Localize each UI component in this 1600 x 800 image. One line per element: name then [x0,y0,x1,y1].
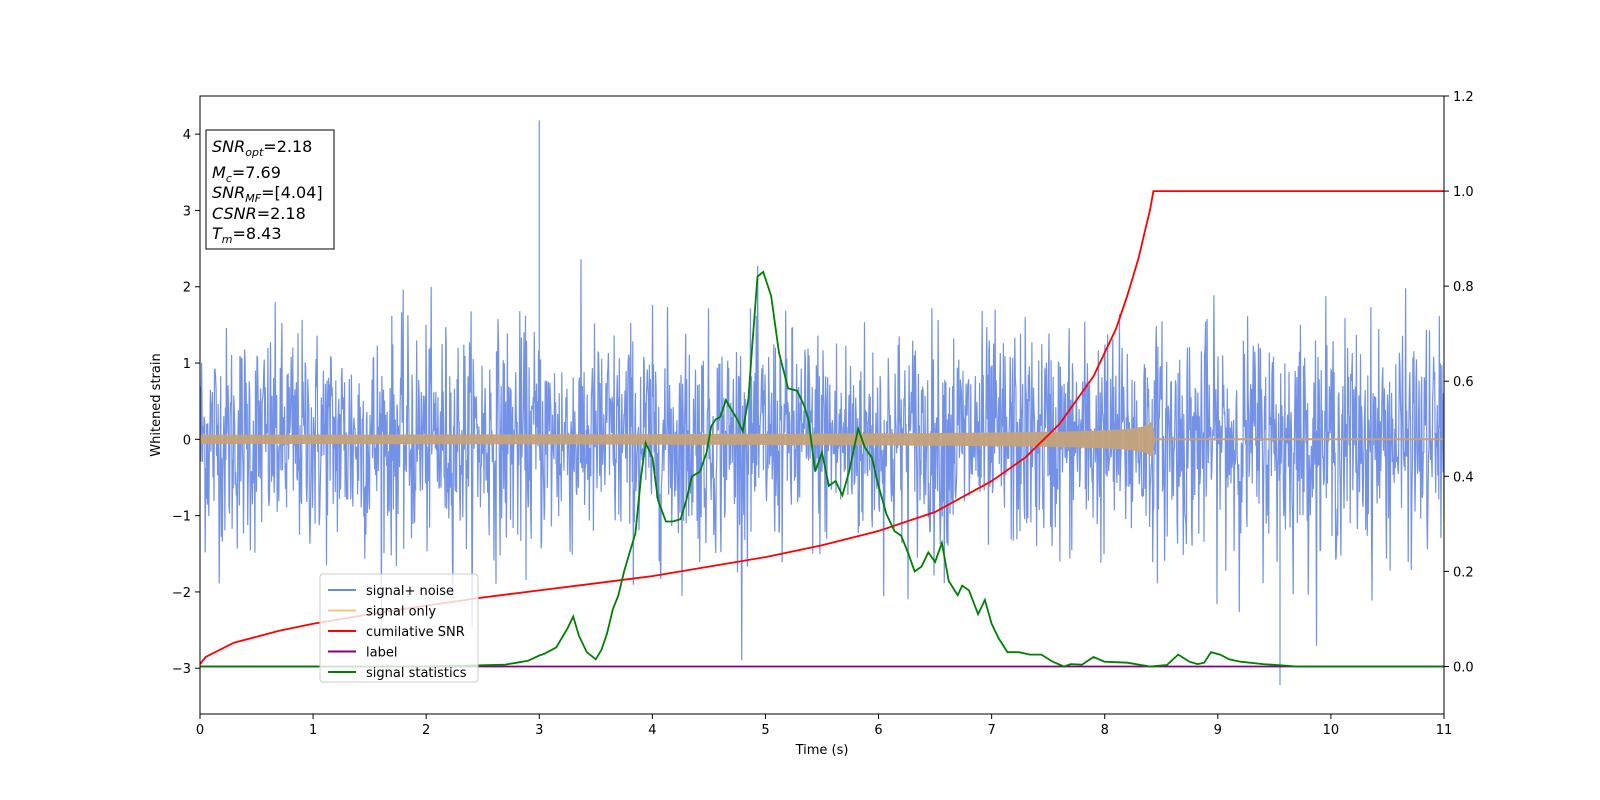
y2-tick-label: 1.0 [1453,185,1474,200]
signal-statistics-line [200,270,1444,668]
y2-tick-label: 0.8 [1453,280,1474,295]
legend-label: signal statistics [366,666,467,681]
signal-only-envelope [200,421,1444,458]
x-tick-label: 8 [1101,723,1109,738]
legend-label: signal only [366,605,436,620]
y-tick-label: 2 [183,281,191,296]
y-tick-label: 1 [183,357,191,372]
x-tick-label: 10 [1323,723,1340,738]
x-tick-label: 5 [761,723,769,738]
x-tick-label: 7 [987,723,995,738]
x-tick-label: 9 [1214,723,1222,738]
info-mc: Mc=7.69 [212,163,281,185]
y-tick-label: 3 [183,204,191,219]
x-tick-label: 6 [874,723,882,738]
x-tick-label: 4 [648,723,656,738]
y2-tick-label: 0.2 [1453,565,1474,580]
y2-tick-label: 0.4 [1453,470,1474,485]
info-box: SNRopt=2.18 Mc=7.69 SNRMF=[4.04] CSNR=2.… [205,129,335,250]
info-snr-opt: SNRopt=2.18 [212,137,312,159]
y-tick-label: 4 [183,128,191,143]
info-box-frame [205,129,335,250]
x-tick-label: 1 [309,723,317,738]
legend-label: label [366,646,397,661]
x-tick-label: 11 [1436,723,1453,738]
y2-tick-label: 0.0 [1453,660,1474,675]
y-tick-label: 0 [183,433,191,448]
x-tick-label: 2 [422,723,430,738]
y-axis-label: Whitened strain [149,353,164,456]
plot-frame [199,95,1445,715]
x-tick-label: 0 [196,723,204,738]
legend: signal+ noise signal only cumilative SNR la… [319,573,479,683]
x-axis: 0 1 2 3 4 5 6 7 8 9 10 11 [196,714,1452,738]
x-tick-label: 3 [535,723,543,738]
legend-frame [319,573,479,683]
series-signal-only [200,421,1444,458]
y-tick-label: −3 [172,662,191,677]
y2-tick-label: 0.6 [1453,375,1474,390]
legend-label: cumilative SNR [366,625,465,640]
y2-tick-label: 1.2 [1453,90,1474,105]
y-tick-label: −1 [172,510,191,525]
y-tick-label: −2 [172,586,191,601]
info-tm: Tm=8.43 [212,224,282,246]
y-axis-right: 1.2 1.0 0.8 0.6 0.4 0.2 0.0 [1444,90,1474,675]
x-axis-label: Time (s) [795,743,849,758]
info-csnr: CSNR=2.18 [212,204,306,223]
y-axis-left: 4 3 2 1 0 −1 −2 −3 [172,128,200,677]
legend-label: signal+ noise [366,584,454,599]
info-snr-mf: SNRMF=[4.04] [212,183,323,205]
